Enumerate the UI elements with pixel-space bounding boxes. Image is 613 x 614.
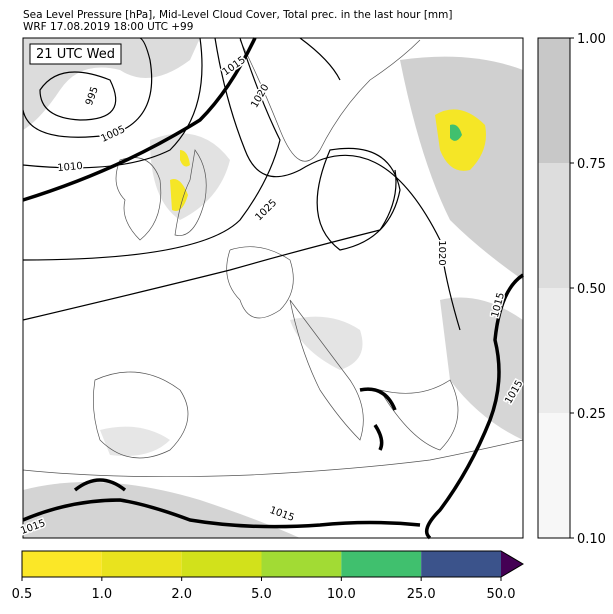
map: 21 UTC Wed 99510051010101510201025102010…: [18, 37, 527, 540]
colorbar-segment: [538, 413, 570, 538]
colorbar-segment: [538, 163, 570, 288]
tick-label: 0.10: [577, 532, 606, 547]
time-box: [29, 43, 122, 65]
contour-label: 1010: [57, 161, 83, 174]
cloud-colorbar: 0.10 0.25 0.50 0.75 1.00: [537, 32, 606, 547]
colorbar-segment: [341, 551, 422, 577]
precip-areas: [170, 109, 486, 211]
tick-label: 0.75: [577, 157, 606, 172]
tick-label: 1.00: [577, 32, 606, 47]
isobar-1015: [22, 37, 525, 540]
colorbar-segment: [538, 38, 570, 163]
title: Sea Level Pressure [hPa], Mid-Level Clou…: [23, 9, 453, 21]
contour-label: 1020: [436, 240, 447, 265]
isobars: [22, 37, 461, 331]
colorbar-segment: [261, 551, 342, 577]
map-frame: [22, 37, 524, 539]
colorbar-extend: [501, 551, 523, 577]
tick-label: 10.0: [327, 587, 356, 602]
tick-label: 50.0: [487, 587, 516, 602]
colorbar-segment: [538, 288, 570, 413]
subtitle: WRF 17.08.2019 18:00 UTC +99: [23, 21, 193, 33]
tick-label: 5.0: [251, 587, 272, 602]
tick-label: 0.50: [577, 282, 606, 297]
colorbar-frame: [21, 550, 524, 578]
colorbar-segment: [22, 551, 102, 577]
tick-label: 25.0: [407, 587, 436, 602]
precip-colorbar: 0.5 1.0 2.0 5.0 10.0 25.0 50.0: [12, 550, 524, 602]
coastlines: [22, 39, 524, 478]
colorbar-segment: [181, 551, 262, 577]
tick-label: 0.25: [577, 407, 606, 422]
tick-label: 2.0: [171, 587, 192, 602]
time-label: 21 UTC Wed: [36, 47, 115, 62]
colorbar-segment: [421, 551, 501, 577]
tick-label: 0.5: [12, 587, 33, 602]
tick-label: 1.0: [91, 587, 112, 602]
colorbar-segment: [101, 551, 182, 577]
